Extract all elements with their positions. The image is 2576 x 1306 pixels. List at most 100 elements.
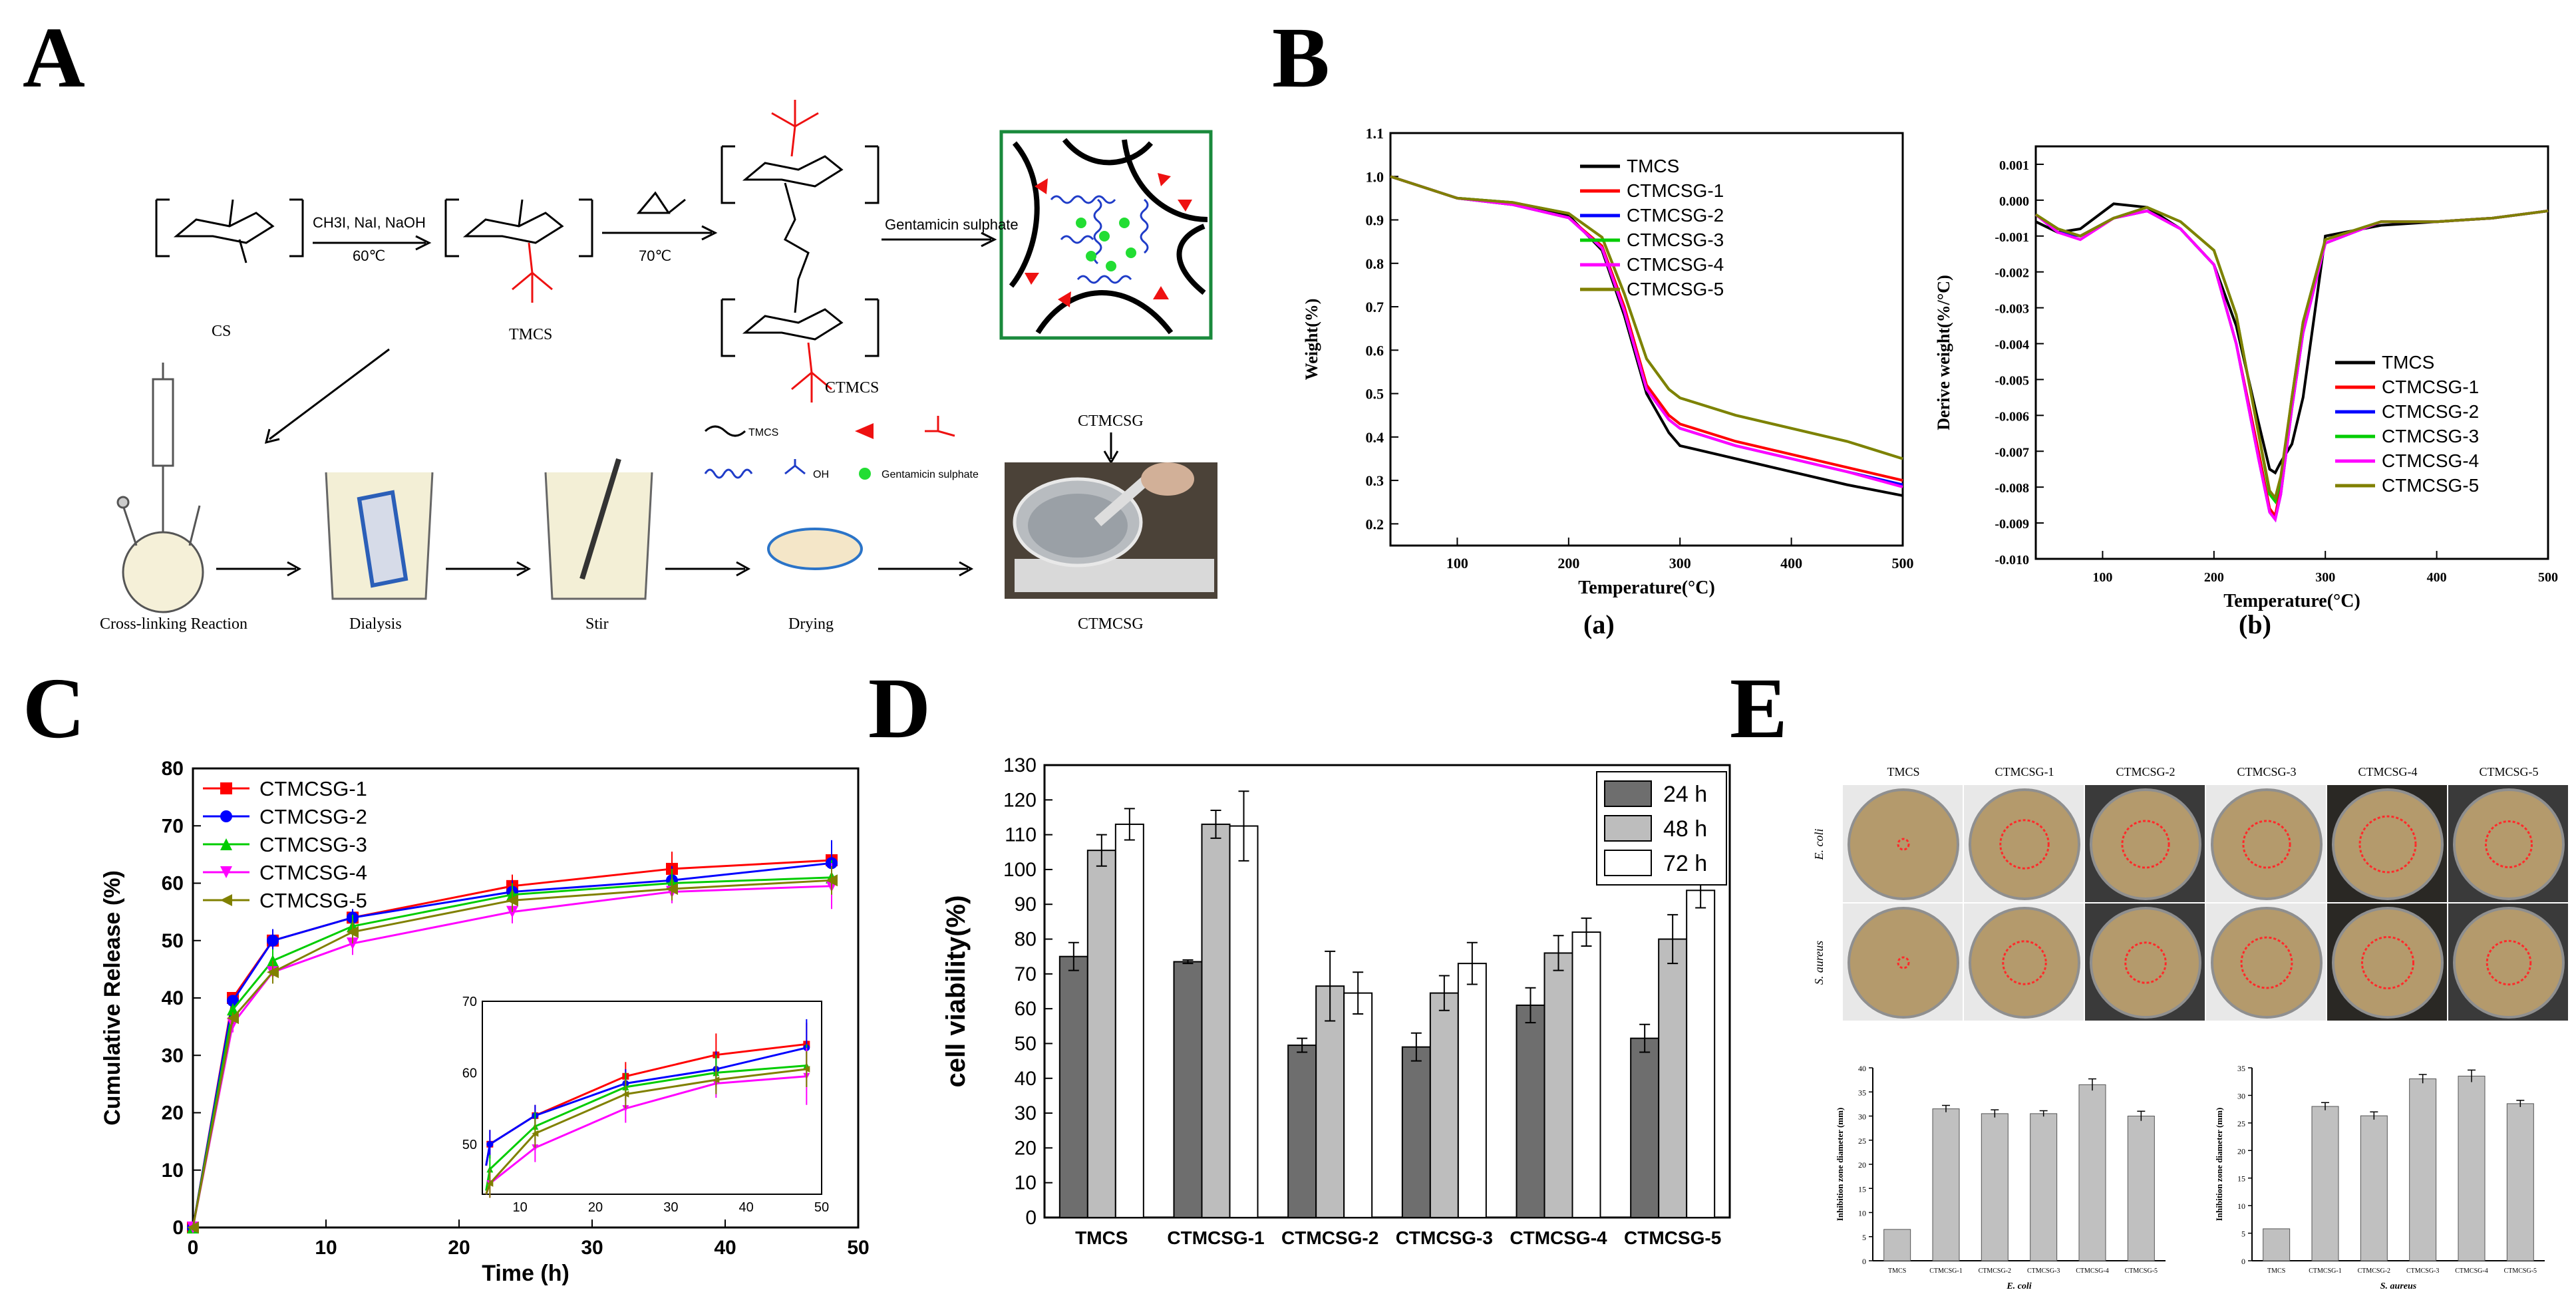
data-point [220, 838, 232, 850]
ctmcsg-bottom-label: CTMCSG [1078, 615, 1144, 633]
y-tick-label: 50 [1015, 1033, 1037, 1055]
y-tick-label: -0.009 [1995, 517, 2029, 532]
subfigure-label-b: (b) [2239, 609, 2271, 639]
bar [2078, 1084, 2106, 1261]
error-bar [2370, 1111, 2378, 1120]
x-tick-label: 200 [2204, 570, 2224, 585]
gentamicin-arrow-label: Gentamicin sulphate [885, 216, 1019, 233]
panel-label-b: B [1272, 10, 1330, 106]
x-tick-label: CTMCSG-4 [1510, 1227, 1607, 1248]
x-tick-label: 500 [2538, 570, 2558, 585]
x-tick-label: 30 [581, 1237, 603, 1259]
bar [1658, 938, 1688, 1218]
reagents-label: CH3I, NaI, NaOH [313, 214, 426, 231]
x-tick-label: 40 [714, 1237, 736, 1259]
y-tick-label: 1.1 [1366, 125, 1384, 142]
error-bar [1525, 987, 1536, 1024]
plot-frame [2034, 145, 2549, 560]
x-tick-label: CTMCSG-1 [1167, 1227, 1264, 1248]
bar [1401, 1046, 1431, 1218]
y-tick-label: 70 [162, 815, 184, 837]
x-tick-label: TMCS [1888, 1267, 1906, 1275]
data-point [622, 1090, 629, 1098]
error-bar [1068, 941, 1079, 971]
data-point [486, 1180, 494, 1187]
bar [1981, 1113, 2009, 1261]
ecoli-inhibition-chart: 0 5 10 15 20 25 30 35 40 Inhibition zone diameter… [1835, 1064, 2166, 1291]
y-tick-label: 50 [162, 930, 184, 952]
y-tick-label: 100 [1003, 859, 1037, 881]
y-tick-label: 0.4 [1366, 429, 1384, 446]
y-axis-label: Inhibition zone diameter (mm) [2214, 1108, 2224, 1222]
data-point [220, 866, 232, 878]
x-tick-label: CTMCSG-1 [1929, 1267, 1962, 1275]
inhibition-zone [2121, 820, 2170, 869]
hydrogel-network-illustration [999, 130, 1213, 340]
legend-label: 24 h [1663, 782, 1707, 807]
plate-grid: TMCS CTMCSG-1 CTMCSG-2 CTMCSG-3 CTMCSG-4 CTMC… [1812, 765, 2568, 1021]
ctmcs-label: CTMCS [825, 379, 879, 397]
y-tick-label: 5 [1862, 1233, 1866, 1242]
x-axis-label: E. coli [2006, 1281, 2031, 1291]
x-tick-label: CTMCSG-4 [2076, 1267, 2108, 1275]
y-tick-label: 0 [1025, 1207, 1037, 1229]
bar [1343, 992, 1373, 1218]
bar [2263, 1228, 2291, 1261]
inset-y-tick-label: 70 [462, 995, 477, 1009]
bar [2360, 1115, 2388, 1261]
agar-plate [2090, 788, 2201, 900]
y-tick-label: -0.007 [1995, 445, 2029, 460]
inset-y-tick-label: 50 [462, 1138, 477, 1152]
x-tick-label: CTMCSG-3 [2027, 1267, 2060, 1275]
legend-label: 48 h [1663, 816, 1707, 842]
series-line-ctmcsg-5 [2034, 206, 2549, 501]
error-bar [1410, 1032, 1422, 1062]
plate-column-label: CTMCSG-1 [1995, 765, 2054, 778]
legend-swatch [1604, 815, 1652, 842]
data-point [666, 883, 678, 896]
y-tick-label: 30 [2237, 1091, 2245, 1100]
cross-linking-flask [116, 363, 204, 613]
inhibition-zone [2486, 939, 2532, 986]
series-line-ctmcsg-5 [1390, 175, 1903, 460]
x-axis-label: Time (h) [482, 1261, 569, 1286]
legend-label: CTMCSG-4 [1627, 254, 1724, 275]
hydrogel-photo [1005, 462, 1217, 599]
inhibition-zone [2242, 820, 2291, 869]
legend-label: CTMCSG-5 [2382, 475, 2479, 496]
y-tick-label: 0 [2241, 1257, 2245, 1266]
x-tick-label: CTMCSG-3 [2406, 1267, 2439, 1275]
y-tick-label: 0.7 [1366, 299, 1384, 315]
x-tick-label: TMCS [2267, 1267, 2285, 1275]
diagonal-arrow [269, 348, 390, 440]
bar [1932, 1108, 1960, 1261]
panel-label-d: D [868, 661, 931, 756]
error-bar [1210, 810, 1221, 839]
inset-frame [482, 1001, 822, 1195]
error-bar [1942, 1104, 1950, 1112]
bar [1229, 825, 1259, 1219]
step-label-crosslinking: Cross-linking Reaction [100, 615, 247, 633]
x-tick-label: 0 [188, 1237, 199, 1259]
y-axis-label: cell viability(%) [941, 896, 971, 1088]
data-point [227, 995, 239, 1007]
agar-plate [2211, 788, 2323, 900]
inset-x-tick-label: 10 [513, 1200, 528, 1215]
agar-plate [2453, 907, 2565, 1019]
y-tick-label: 10 [1015, 1172, 1037, 1194]
x-tick-label: CTMCSG-2 [2358, 1267, 2390, 1275]
y-tick-label: 30 [1015, 1102, 1037, 1124]
y-tick-label: 15 [1858, 1184, 1866, 1194]
agar-plate [2453, 788, 2565, 900]
x-tick-label: 20 [448, 1237, 470, 1259]
y-tick-label: -0.006 [1995, 409, 2029, 424]
inset-x-tick-label: 30 [663, 1200, 678, 1215]
plate-column-label: CTMCSG-2 [2116, 765, 2175, 778]
x-tick-label: CTMCSG-3 [1396, 1227, 1493, 1248]
y-tick-label: 0.3 [1366, 472, 1384, 489]
cs-label: CS [212, 323, 231, 340]
inset-y-tick-label: 60 [462, 1066, 477, 1080]
y-tick-label: 0.5 [1366, 386, 1384, 403]
y-tick-label: -0.005 [1995, 373, 2029, 388]
legend-label: 72 h [1663, 851, 1707, 876]
